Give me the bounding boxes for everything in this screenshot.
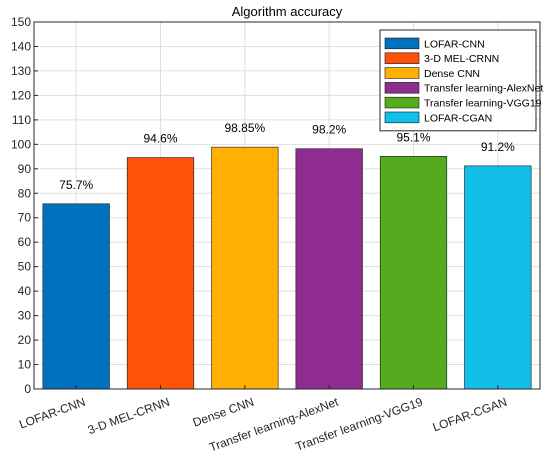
legend-item-label: LOFAR-CNN xyxy=(424,38,485,50)
data-label-4: 98.2% xyxy=(312,123,346,137)
axes-box xyxy=(33,21,541,390)
x-tick-label: 3-D MEL-CRNN xyxy=(86,395,172,438)
bar-2 xyxy=(126,157,195,390)
y-tick-label: 30 xyxy=(18,309,32,323)
bar-1 xyxy=(42,203,110,390)
y-tick-label: 0 xyxy=(24,382,31,396)
data-label-6: 91.2% xyxy=(481,140,515,154)
legend: LOFAR-CNN 3-D MEL-CRNN Dense CNN Transfer l… xyxy=(379,29,543,132)
x-tick-label: LOFAR-CNN xyxy=(17,395,87,432)
legend-swatch-1 xyxy=(384,37,420,50)
y-tick-label: 130 xyxy=(11,64,31,78)
legend-swatch-2 xyxy=(384,52,420,64)
legend-item-label: Transfer learning-VGG19 xyxy=(424,98,542,110)
legend-item-label: Dense CNN xyxy=(424,68,480,80)
bar-4 xyxy=(295,148,363,390)
y-tick-label: 50 xyxy=(18,260,32,274)
legend-swatch-6 xyxy=(384,111,420,124)
y-tick-label: 120 xyxy=(11,88,31,102)
y-tick-label: 70 xyxy=(18,211,32,225)
legend-swatch-3 xyxy=(384,67,420,79)
bars xyxy=(42,146,532,390)
bar-5 xyxy=(379,156,448,390)
bar-3 xyxy=(211,146,279,390)
y-tick-label: 20 xyxy=(18,333,32,347)
y-tick-label: 150 xyxy=(11,15,31,29)
chart-title: Algorithm accuracy xyxy=(232,4,343,19)
legend-swatch-4 xyxy=(384,82,420,94)
y-tick-label: 90 xyxy=(18,162,32,176)
y-tick-label: 100 xyxy=(11,137,31,151)
y-tick-label: 140 xyxy=(11,39,31,53)
data-label-1: 75.7% xyxy=(59,178,93,192)
data-label-3: 98.85% xyxy=(224,121,265,135)
legend-item-label: LOFAR-CGAN xyxy=(424,112,492,124)
legend-item-label: 3-D MEL-CRNN xyxy=(424,53,499,65)
y-tick-label: 40 xyxy=(18,284,32,298)
bar-6 xyxy=(464,165,532,390)
legend-item-label: Transfer learning-AlexNet xyxy=(424,83,543,95)
data-label-2: 94.6% xyxy=(143,132,177,146)
y-tick-label: 10 xyxy=(18,358,32,372)
y-tick-label: 110 xyxy=(12,113,31,127)
legend-swatch-5 xyxy=(384,96,420,109)
data-label-5: 95.1% xyxy=(396,130,430,144)
x-tick-label: Dense CNN xyxy=(191,395,256,430)
x-tick-label: LOFAR-CGAN xyxy=(431,395,509,435)
y-tick-label: 60 xyxy=(18,235,32,249)
y-tick-label: 80 xyxy=(18,186,32,200)
